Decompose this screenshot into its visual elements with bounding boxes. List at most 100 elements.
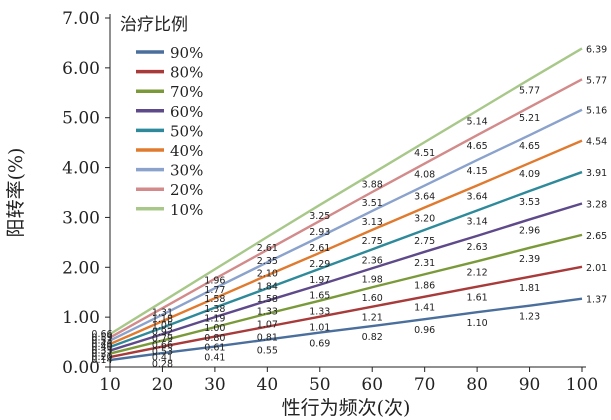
data-label: 0.55	[257, 346, 278, 357]
data-label: 0.14	[91, 355, 112, 366]
data-label: 4.65	[519, 141, 540, 152]
legend-label: 40%	[170, 142, 203, 160]
data-label: 0.33	[91, 346, 112, 357]
data-label: 1.07	[257, 320, 278, 331]
data-label: 2.12	[467, 267, 488, 278]
data-label: 2.35	[257, 256, 278, 267]
data-label: 2.63	[467, 242, 488, 253]
data-label: 1.33	[257, 307, 278, 318]
x-tick-label: 20	[152, 375, 174, 395]
data-label: 1.01	[309, 323, 330, 334]
data-label: 1.77	[204, 285, 225, 296]
legend-item: 20%	[136, 181, 203, 199]
series-line-70pct	[109, 233, 583, 355]
data-label: 1.18	[152, 314, 173, 325]
data-label: 1.65	[309, 291, 330, 302]
data-label: 1.00	[204, 323, 225, 334]
series-line-80pct	[109, 265, 583, 359]
legend-label: 50%	[170, 122, 203, 140]
data-label: 3.20	[414, 213, 435, 224]
data-label: 5.21	[519, 113, 540, 124]
data-label: 2.36	[362, 255, 383, 266]
series-line-40pct	[109, 139, 583, 346]
legend-label: 10%	[170, 201, 203, 219]
data-label: 1.81	[519, 283, 540, 294]
data-labels: 0.14 0.280.410.550.690.820.961.101.231.37…	[91, 44, 607, 370]
data-label: 1.23	[519, 312, 540, 323]
x-tick-label: 100	[566, 375, 598, 395]
data-label: 1.33	[309, 307, 330, 318]
data-label: 4.09	[519, 169, 540, 180]
legend-item: 50%	[136, 122, 203, 140]
legend-label: 70%	[170, 83, 203, 101]
x-tick-label: 10	[99, 375, 121, 395]
data-label: 1.19	[204, 314, 225, 325]
data-label: 2.01	[586, 263, 607, 274]
legend-item: 30%	[136, 162, 203, 180]
data-label: 3.25	[309, 211, 330, 222]
series-line-90pct	[109, 297, 583, 362]
y-tick-label: 3.00	[62, 208, 100, 228]
data-label: 0.41	[204, 353, 225, 364]
y-tick-label: 6.00	[62, 59, 100, 79]
data-label: 2.93	[309, 227, 330, 238]
legend-label: 80%	[170, 64, 203, 82]
data-label: 3.28	[586, 199, 607, 210]
data-label: 3.14	[467, 216, 488, 227]
y-tick-label: 5.00	[62, 109, 100, 129]
data-label: 5.16	[586, 106, 607, 117]
data-label: 4.15	[467, 166, 488, 177]
data-label: 5.77	[586, 75, 607, 86]
legend: 治疗比例 90% 80%70% 60%50% 40% 30%20% 10%	[120, 15, 203, 219]
data-label: 1.37	[586, 295, 607, 306]
data-label: 0.41	[152, 353, 173, 364]
legend-item: 80%	[136, 64, 203, 82]
data-label: 0.66	[152, 340, 173, 351]
y-tick-label: 1.00	[62, 308, 100, 328]
data-label: 0.79	[152, 334, 173, 345]
data-label: 3.13	[362, 217, 383, 228]
data-label: 1.60	[362, 293, 383, 304]
data-label: 2.65	[586, 231, 607, 242]
data-label: 4.08	[414, 170, 435, 181]
data-label: 1.86	[414, 280, 435, 291]
legend-label: 20%	[170, 181, 203, 199]
data-label: 1.05	[152, 321, 173, 332]
data-label: 2.39	[519, 254, 540, 265]
data-label: 0.92	[152, 327, 173, 338]
legend-label: 30%	[170, 162, 203, 180]
x-tick-label: 50	[309, 375, 331, 395]
data-label: 1.41	[414, 303, 435, 314]
data-label: 0.69	[309, 339, 330, 350]
data-label: 0.59	[91, 333, 112, 344]
data-label: 0.27	[91, 349, 112, 360]
y-tick-label: 4.00	[62, 159, 100, 179]
data-label: 3.53	[519, 197, 540, 208]
data-label: 5.77	[519, 85, 540, 96]
legend-label: 60%	[170, 103, 203, 121]
series-line-10pct	[109, 47, 583, 336]
series-lines	[109, 47, 583, 362]
data-label: 1.21	[362, 313, 383, 324]
data-label: 1.38	[204, 304, 225, 315]
series-line-20pct	[109, 78, 583, 339]
data-label: 0.80	[204, 333, 225, 344]
x-tick-label: 30	[204, 375, 226, 395]
y-tick-label: 7.00	[62, 9, 100, 29]
y-tick-label: 2.00	[62, 258, 100, 278]
data-label: 2.31	[414, 258, 435, 269]
legend-label: 90%	[170, 44, 203, 62]
data-label: 2.61	[257, 243, 278, 254]
data-label: 3.64	[414, 192, 435, 203]
data-label: 0.66	[91, 329, 112, 340]
data-label: 4.65	[467, 141, 488, 152]
data-label: 3.51	[362, 198, 383, 209]
data-label: 1.97	[309, 275, 330, 286]
data-label: 0.81	[257, 333, 278, 344]
data-label: 0.40	[91, 342, 112, 353]
y-tick-label: 0.00	[62, 358, 100, 378]
x-tick-label: 70	[414, 375, 436, 395]
data-label: 0.28	[152, 359, 173, 370]
legend-item: 90%	[136, 44, 203, 62]
y-axis-label: 阳转率(%)	[5, 148, 27, 238]
